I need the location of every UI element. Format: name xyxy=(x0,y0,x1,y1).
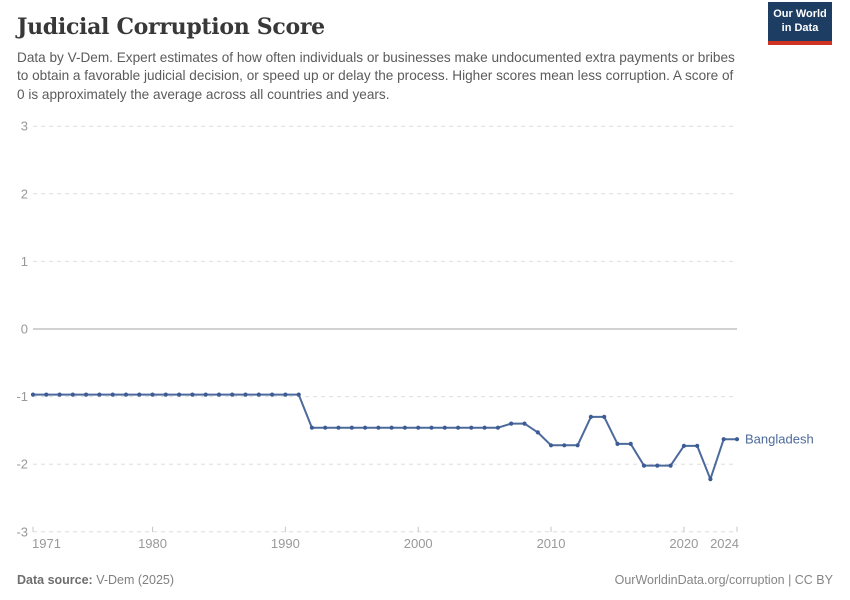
y-axis-labels: 3 2 1 0 -1 -2 -3 xyxy=(16,119,28,540)
y-tick-label: 2 xyxy=(21,186,28,201)
owid-logo-line2: in Data xyxy=(781,21,819,34)
series-line-bangladesh[interactable] xyxy=(33,393,737,481)
data-source-value: V-Dem (2025) xyxy=(92,573,175,587)
y-tick-label: 1 xyxy=(21,254,28,269)
x-tick-label: 1971 xyxy=(32,536,61,551)
x-tick-label: 2020 xyxy=(669,536,698,551)
x-tick-label: 2010 xyxy=(537,536,566,551)
owid-logo[interactable]: Our World in Data xyxy=(768,2,832,45)
chart-plot-area[interactable]: 3 2 1 0 -1 -2 -3 1971 1980 1990 2000 2010 2020 2024 Ba… xyxy=(0,113,850,573)
x-tick-label: 2024 xyxy=(710,536,739,551)
x-axis: 1971 1980 1990 2000 2010 2020 2024 xyxy=(32,526,739,551)
chart-subtitle: Data by V-Dem. Expert estimates of how o… xyxy=(17,50,735,102)
y-tick-label: -3 xyxy=(16,524,28,539)
y-gridlines xyxy=(33,125,737,533)
series-points-bangladesh[interactable] xyxy=(30,392,740,482)
y-tick-label: -2 xyxy=(16,457,28,472)
chart-title: Judicial Corruption Score xyxy=(17,14,325,40)
y-tick-label: -1 xyxy=(16,389,28,404)
y-tick-label: 0 xyxy=(21,322,28,337)
x-tick-label: 2000 xyxy=(404,536,433,551)
data-source-label: Data source: xyxy=(17,573,93,587)
owid-credit-link[interactable]: OurWorldinData.org/corruption | CC BY xyxy=(614,573,833,587)
chart-footer: Data source: V-Dem (2025) OurWorldinData… xyxy=(17,573,833,587)
chart-header: Judicial Corruption Score Data by V-Dem.… xyxy=(17,14,833,104)
owid-logo-line1: Our World xyxy=(773,8,827,20)
x-tick-label: 1980 xyxy=(138,536,167,551)
x-tick-label: 1990 xyxy=(271,536,300,551)
data-source: Data source: V-Dem (2025) xyxy=(17,573,174,587)
entity-label-bangladesh[interactable]: Bangladesh xyxy=(745,432,814,447)
y-tick-label: 3 xyxy=(21,119,28,134)
line-chart-svg[interactable]: 3 2 1 0 -1 -2 -3 1971 1980 1990 2000 2010 2020 2024 Ba… xyxy=(0,113,850,573)
